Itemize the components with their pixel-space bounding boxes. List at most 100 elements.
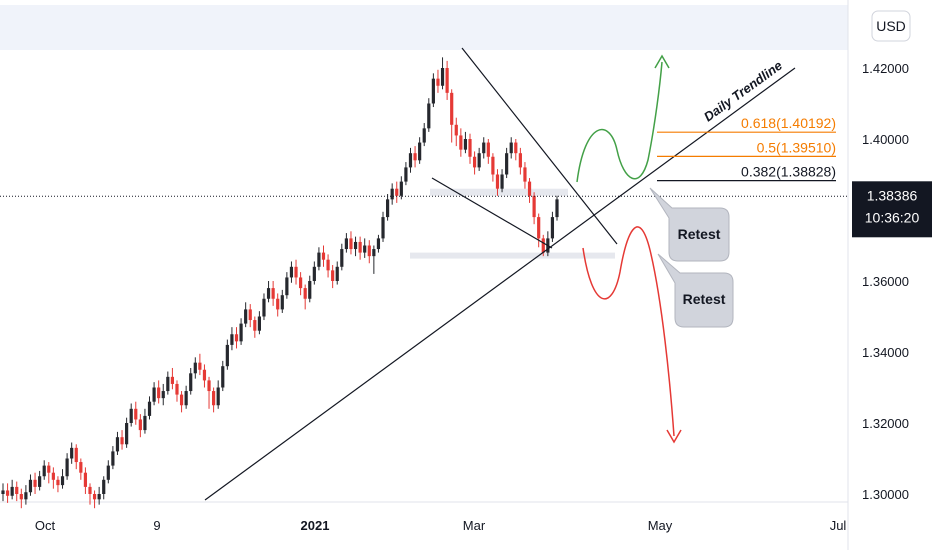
candle-body bbox=[555, 199, 559, 218]
candle-body bbox=[244, 309, 248, 324]
candle-body bbox=[198, 362, 202, 370]
candle-body bbox=[468, 139, 472, 157]
candle-body bbox=[115, 437, 120, 452]
retest-callout-2[interactable]: Retest bbox=[657, 253, 734, 328]
candle-body bbox=[349, 238, 353, 250]
candle-body bbox=[335, 266, 339, 281]
retest-label: Retest bbox=[678, 226, 721, 242]
x-tick-label: May bbox=[648, 518, 673, 533]
candle-body bbox=[431, 78, 435, 104]
candle-body bbox=[47, 465, 51, 473]
top-banner bbox=[0, 5, 848, 50]
candle-body bbox=[399, 181, 403, 196]
candle-body bbox=[221, 366, 225, 388]
candle-body bbox=[482, 142, 486, 154]
support-zone-upper bbox=[430, 188, 568, 196]
support-zone-lower bbox=[410, 252, 615, 259]
candle-body bbox=[83, 472, 88, 487]
candle-body bbox=[541, 238, 545, 253]
candle-body bbox=[38, 476, 42, 487]
candle-body bbox=[5, 490, 10, 496]
currency-label: USD bbox=[876, 18, 906, 34]
bullish-arrow-icon bbox=[654, 54, 670, 69]
retest-callout-1[interactable]: Retest bbox=[649, 187, 730, 262]
candle-body bbox=[179, 394, 184, 406]
x-tick-label: 2021 bbox=[301, 518, 330, 533]
y-tick-label: 1.40000 bbox=[862, 132, 909, 147]
candle-body bbox=[509, 142, 513, 154]
candle-body bbox=[299, 277, 303, 289]
candle-body bbox=[129, 408, 133, 423]
candle-body bbox=[184, 391, 188, 406]
candle-body bbox=[427, 103, 431, 129]
candle-body bbox=[340, 249, 344, 267]
candle-body bbox=[463, 139, 468, 150]
candle-body bbox=[161, 391, 165, 399]
daily-trendline bbox=[204, 67, 796, 501]
candle-body bbox=[170, 376, 175, 384]
candle-body bbox=[253, 320, 257, 331]
candle-body bbox=[505, 153, 509, 175]
candle-body bbox=[395, 188, 399, 196]
candle-body bbox=[285, 277, 289, 296]
candle-body bbox=[294, 266, 298, 278]
candle-body bbox=[106, 465, 110, 480]
candle-body bbox=[33, 479, 37, 487]
wedge-upper-line bbox=[461, 47, 618, 245]
y-tick-label: 1.30000 bbox=[862, 487, 909, 502]
candle-body bbox=[248, 309, 252, 321]
candle-body bbox=[225, 344, 229, 367]
current-price-label: 1.38386 10:36:20 bbox=[852, 181, 932, 238]
y-tick-label: 1.42000 bbox=[862, 61, 909, 76]
candles bbox=[1, 57, 559, 509]
candle-body bbox=[550, 217, 555, 239]
candle-body bbox=[175, 383, 179, 395]
candle-body bbox=[10, 486, 14, 496]
candle-body bbox=[134, 408, 138, 420]
candle-body bbox=[51, 472, 55, 480]
candle-body bbox=[266, 288, 271, 299]
currency-button-frame bbox=[871, 10, 911, 42]
candle-body bbox=[42, 465, 46, 477]
fib-label: 0.618(1.40192) bbox=[741, 115, 836, 131]
candle-body bbox=[28, 479, 33, 493]
candle-body bbox=[454, 124, 458, 136]
candle-body bbox=[234, 334, 239, 342]
y-axis-ticks: 1.42000 1.40000 1.36000 1.34000 1.32000 1.300… bbox=[862, 61, 909, 502]
candle-body bbox=[413, 153, 417, 161]
candle-body bbox=[532, 195, 536, 218]
candle-body bbox=[344, 238, 348, 250]
retest-bubble bbox=[649, 187, 730, 262]
candle-body bbox=[450, 92, 454, 125]
x-axis-ticks: Oct 9 2021 Mar May Jul bbox=[35, 518, 847, 533]
candle-body bbox=[408, 153, 413, 168]
candle-body bbox=[422, 128, 426, 143]
current-price-box bbox=[852, 181, 932, 238]
currency-button[interactable]: USD bbox=[871, 10, 911, 42]
x-tick-label: Jul bbox=[830, 518, 847, 533]
candle-body bbox=[147, 401, 152, 416]
candle-body bbox=[70, 447, 74, 459]
trendlines bbox=[204, 47, 796, 501]
fib-label: 0.382(1.38828) bbox=[741, 164, 836, 180]
bullish-projection bbox=[576, 61, 663, 183]
candle-body bbox=[143, 415, 147, 431]
support-zones bbox=[410, 188, 615, 259]
candle-body bbox=[308, 281, 312, 299]
candle-body bbox=[312, 266, 316, 281]
fib-label: 0.5(1.39510) bbox=[757, 139, 836, 155]
candle-body bbox=[321, 252, 326, 260]
candle-body bbox=[495, 174, 500, 189]
candle-body bbox=[74, 447, 78, 463]
candle-body bbox=[193, 362, 197, 374]
candle-body bbox=[477, 153, 481, 168]
candle-body bbox=[166, 376, 170, 392]
candle-body bbox=[239, 323, 243, 342]
candle-body bbox=[317, 252, 321, 267]
candle-body bbox=[518, 153, 522, 168]
y-tick-label: 1.32000 bbox=[862, 416, 909, 431]
candle-body bbox=[445, 68, 449, 93]
candle-body bbox=[79, 462, 83, 473]
candle-body bbox=[491, 156, 495, 175]
